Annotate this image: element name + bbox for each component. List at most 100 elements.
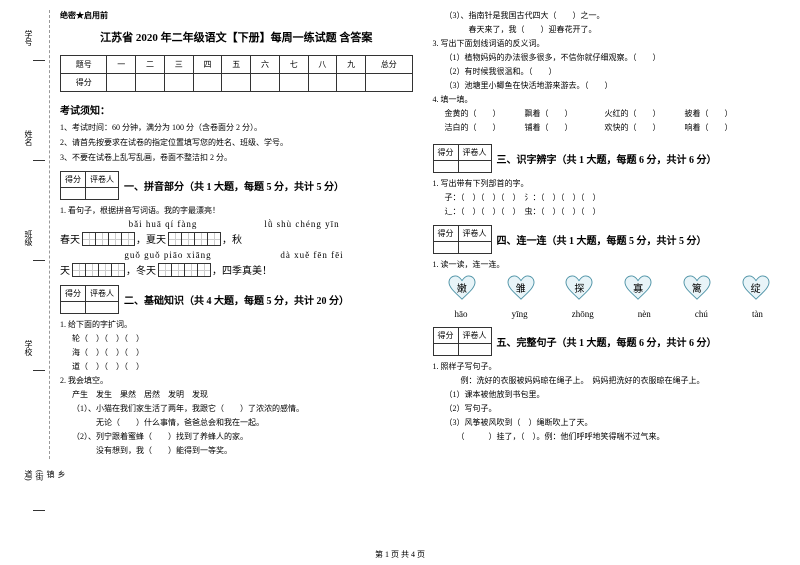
secret-label: 绝密★启用前	[60, 10, 413, 21]
fill-pair: 披着（ ）	[685, 108, 765, 119]
pinyin-label[interactable]: tàn	[752, 309, 763, 319]
fill-item: 道（ ）（ ）（ ）	[60, 361, 413, 372]
heart-char: 雏	[516, 280, 526, 295]
score-table: 题号一二三四五六七八九总分 得分	[60, 55, 413, 92]
note-item: 2、请首先按要求在试卷的指定位置填写您的姓名、班级、学号。	[60, 137, 413, 148]
exam-title: 江苏省 2020 年二年级语文【下册】每周一练试题 含答案	[60, 29, 413, 45]
score-cell[interactable]	[164, 74, 193, 92]
sentence-part: 天	[60, 262, 70, 277]
fill-item: （3）、指南针是我国古代四大（ ）之一。	[433, 10, 786, 21]
score-cell[interactable]	[337, 74, 366, 92]
score-cell[interactable]	[222, 74, 251, 92]
scorer-head: 得分	[61, 172, 86, 188]
score-header-cell: 四	[193, 56, 222, 74]
heart-icon[interactable]: 绽	[741, 275, 771, 301]
heart-icon[interactable]: 寡	[623, 275, 653, 301]
heart-char: 探	[574, 280, 584, 295]
pinyin-label[interactable]: chú	[695, 309, 708, 319]
fill-item: 例：洗好的衣服被妈妈晾在绳子上。 妈妈把洗好的衣服晾在绳子上。	[433, 375, 786, 386]
question-text: 1. 读一读，连一连。	[433, 259, 786, 270]
fill-item: 子：（ ）（ ）（ ） 氵：（ ）（ ）（ ）	[433, 192, 786, 203]
heart-icon[interactable]: 嫩	[447, 275, 477, 301]
question-text: 1. 给下面的字扩词。	[60, 319, 413, 330]
char-box-group[interactable]	[158, 263, 210, 277]
scorer-head: 得分	[433, 226, 458, 242]
fill-pair: 响着（ ）	[685, 122, 765, 133]
score-header-cell: 三	[164, 56, 193, 74]
note-item: 1、考试时间：60 分钟，满分为 100 分（含卷面分 2 分）。	[60, 122, 413, 133]
pinyin-label[interactable]: yīng	[512, 309, 528, 319]
section-title: 三、识字辨字（共 1 大题，每题 6 分，共计 6 分）	[497, 151, 717, 166]
margin-line	[33, 160, 45, 161]
pinyin: guǒ guǒ piāo xiāng	[121, 250, 216, 260]
scorer-head: 评卷人	[458, 226, 491, 242]
sentence-part: 春天	[60, 231, 80, 246]
scorer-head: 评卷人	[458, 328, 491, 344]
pinyin-label[interactable]: hāo	[455, 309, 468, 319]
char-box-group[interactable]	[72, 263, 124, 277]
score-header-cell: 九	[337, 56, 366, 74]
pinyin: bǎi huā qí fàng	[126, 219, 201, 229]
margin-label: 姓名	[23, 130, 34, 146]
margin-line	[33, 370, 45, 371]
score-header-cell: 题号	[61, 56, 107, 74]
fill-item: 没有想到，我（ ）能得到一等奖。	[60, 445, 413, 456]
score-cell[interactable]	[193, 74, 222, 92]
pinyin-label[interactable]: zhōng	[572, 309, 594, 319]
scorer-box: 得分评卷人	[433, 144, 492, 173]
fill-item: （2）、列宁跟着蜜蜂（ ）找到了养蜂人的家。	[60, 431, 413, 442]
fill-pair: 火红的（ ）	[605, 108, 685, 119]
heart-icon[interactable]: 探	[564, 275, 594, 301]
margin-label: 学校	[23, 340, 34, 356]
question-text: 1. 写出带有下列部首的字。	[433, 178, 786, 189]
fill-pair: 铺着（ ）	[525, 122, 605, 133]
section-title: 一、拼音部分（共 1 大题，每题 5 分，共计 5 分）	[124, 178, 344, 193]
question-text: 1. 照样子写句子。	[433, 361, 786, 372]
note-item: 3、不要在试卷上乱写乱画，卷面不整洁扣 2 分。	[60, 152, 413, 163]
heart-icon[interactable]: 雏	[506, 275, 536, 301]
fill-item: （1）植物妈妈的办法很多很多，不信你就仔细观察。（ ）	[433, 52, 786, 63]
score-cell[interactable]	[251, 74, 280, 92]
char-box-group[interactable]	[82, 232, 134, 246]
score-header-cell: 六	[251, 56, 280, 74]
margin-line	[33, 510, 45, 511]
pinyin: lǜ shù chéng yīn	[257, 219, 347, 229]
fill-item: 海（ ）（ ）（ ）	[60, 347, 413, 358]
fill-item: （ ）挂了，（ ）。例：他们呼呼地笑得喘不过气来。	[433, 431, 786, 442]
fill-pair: 金黄的（ ）	[445, 108, 525, 119]
margin-label: 乡镇(街道)	[23, 470, 67, 481]
pinyin: dà xuě fēn fēi	[272, 250, 352, 260]
fill-item: 轮（ ）（ ）（ ）	[60, 333, 413, 344]
score-cell[interactable]	[308, 74, 337, 92]
fill-item: （3）风筝被风吹到（ ）绳断吹上了天。	[433, 417, 786, 428]
scorer-head: 评卷人	[458, 145, 491, 161]
margin-line	[33, 260, 45, 261]
sentence-part: ，秋	[222, 231, 242, 246]
char-box-group[interactable]	[168, 232, 220, 246]
page-footer: 第 1 页 共 4 页	[375, 549, 425, 560]
word-bank: 产生 发生 果然 居然 发明 发现	[60, 389, 413, 400]
scorer-head: 得分	[433, 328, 458, 344]
scorer-box: 得分评卷人	[60, 171, 119, 200]
score-row-label: 得分	[61, 74, 107, 92]
fill-item: （1）课本被他放到书包里。	[433, 389, 786, 400]
score-cell[interactable]	[366, 74, 412, 92]
notes-title: 考试须知：	[60, 102, 413, 117]
score-cell[interactable]	[279, 74, 308, 92]
margin-label: 班级	[23, 230, 34, 246]
question-text: 2. 我会填空。	[60, 375, 413, 386]
section-title: 五、完整句子（共 1 大题，每题 6 分，共计 6 分）	[497, 334, 717, 349]
score-cell[interactable]	[107, 74, 136, 92]
pinyin-label[interactable]: nèn	[638, 309, 651, 319]
fill-item: （3）池塘里小鲫鱼在快活地游来游去。（ ）	[433, 80, 786, 91]
fill-pair: 洁白的（ ）	[445, 122, 525, 133]
score-header-cell: 一	[107, 56, 136, 74]
margin-line	[33, 60, 45, 61]
score-cell[interactable]	[136, 74, 165, 92]
fill-item: （1）、小猫在我们家生活了两年，我跟它（ ）了浓浓的感情。	[60, 403, 413, 414]
left-column: 绝密★启用前 江苏省 2020 年二年级语文【下册】每周一练试题 含答案 题号一…	[60, 10, 413, 459]
sentence-part: ，夏天	[136, 231, 166, 246]
fill-item: 辶：（ ）（ ）（ ） 虫：（ ）（ ）（ ）	[433, 206, 786, 217]
heart-icon[interactable]: 篱	[682, 275, 712, 301]
scorer-box: 得分评卷人	[60, 285, 119, 314]
